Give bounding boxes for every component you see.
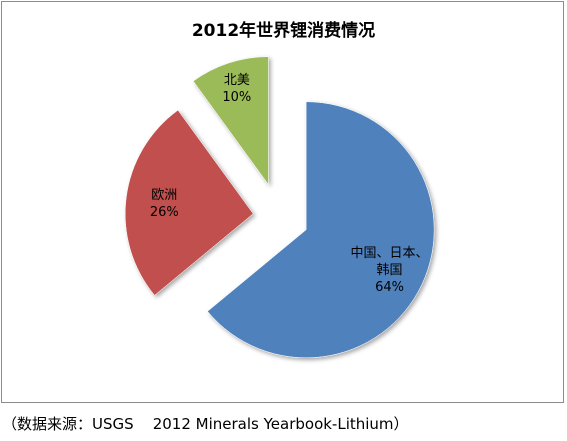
- slice-value-label: 64%: [375, 280, 404, 295]
- pie-slice-label: 欧洲 26%: [150, 188, 179, 220]
- pie-chart: 中国、日本、韩国 64% 欧洲 26% 北美 10%: [124, 56, 435, 359]
- chart-title: 2012年世界锂消费情况: [191, 21, 376, 41]
- slice-value-label: 10%: [222, 90, 251, 105]
- pie-slice: [124, 109, 254, 296]
- slice-value-label: 26%: [150, 205, 179, 220]
- pie-slice: [207, 101, 435, 359]
- slice-category-label: 韩国: [377, 263, 403, 278]
- source-note: （数据来源：USGS 2012 Minerals Yearbook-Lithiu…: [2, 415, 409, 433]
- pie-slice: [192, 56, 269, 186]
- pie-slice-label: 中国、日本、韩国 64%: [351, 246, 429, 295]
- chart-frame: 2012年世界锂消费情况 中国、日本、韩国 64% 欧洲 26% 北美 10%: [1, 1, 564, 403]
- pie-slice-label: 北美 10%: [222, 73, 251, 105]
- slice-category-label: 北美: [224, 73, 250, 88]
- slice-category-label: 中国、日本、: [351, 246, 429, 261]
- slice-category-label: 欧洲: [151, 188, 177, 203]
